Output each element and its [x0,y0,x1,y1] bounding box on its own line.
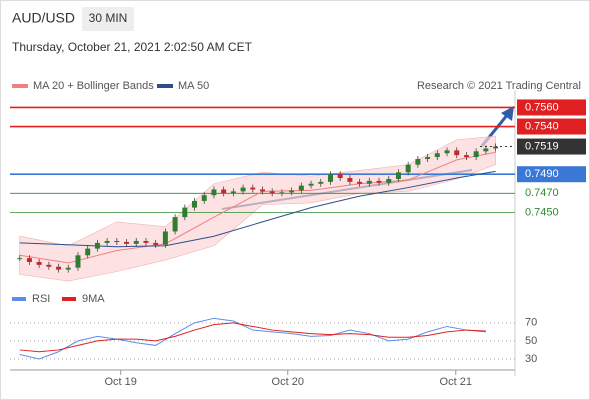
candle [85,248,91,256]
level-label: 0.7490 [525,168,559,180]
level-label: 0.7450 [525,206,559,218]
x-tick-label: Oct 21 [440,376,472,388]
candle [143,240,149,243]
candle [94,242,100,249]
ma-line [19,170,496,248]
candle [376,180,382,183]
y-tick-label: 70 [525,317,537,329]
candle [133,240,139,244]
x-tick-label: Oct 19 [105,376,137,388]
candle [201,195,207,201]
candle [36,261,42,265]
candle [395,172,401,179]
candle [230,191,236,194]
candle [463,155,469,158]
candle [17,258,23,260]
timeframe-box [82,7,134,31]
level-box [517,99,586,116]
candle [366,180,372,184]
candle [104,240,110,243]
candle [318,181,324,184]
candle [269,191,275,194]
candle [483,148,489,152]
candle [124,241,130,244]
candle [434,153,440,158]
y-tick-label: 50 [525,335,537,347]
legend-label: 9MA [82,293,105,305]
symbol: AUD/USD [12,10,75,26]
level-box [517,118,586,135]
candle [153,242,159,245]
y-tick-label: 30 [525,353,537,365]
level-label: 0.7470 [525,187,559,199]
legend-label: RSI [32,293,50,305]
datetime: Thursday, October 21, 2021 2:02:50 AM CE… [12,40,253,54]
candle [240,187,246,192]
candle [308,183,314,186]
candle [162,231,168,245]
candle [46,264,52,267]
candle [415,158,421,165]
bollinger-band [19,135,496,282]
x-tick-label: Oct 20 [272,376,304,388]
candle [357,181,363,184]
level-label: 0.7540 [525,120,559,132]
candle [221,189,227,194]
candle [192,200,198,208]
credit: Research © 2021 Trading Central [417,80,581,92]
candle [444,150,450,154]
candle [347,178,353,182]
candle [405,164,411,173]
candle [75,255,81,268]
timeframe: 30 MIN [89,11,128,25]
level-label: 0.7519 [525,140,559,152]
candle [26,258,32,262]
candle [454,150,460,156]
candle [298,185,304,191]
candle [337,174,343,179]
candle [172,217,178,232]
rsi-line [19,322,486,353]
level-box [517,138,586,155]
candle [182,207,188,218]
candle [473,151,479,158]
candle [289,190,295,193]
candle [386,178,392,183]
level-box [517,166,586,183]
arrow-head [501,106,514,121]
legend-label: MA 20 + Bollinger Bands [33,80,154,92]
level-label: 0.7560 [525,101,559,113]
candle [260,189,265,192]
candle [279,192,285,194]
candle [211,189,217,196]
candle [65,267,71,270]
candle [250,187,256,190]
candle [114,240,120,242]
rsi-line [19,317,486,360]
candle [327,174,333,182]
candle [493,146,499,149]
candle [56,266,62,270]
candle [425,157,431,159]
legend-label: MA 50 [178,80,209,92]
